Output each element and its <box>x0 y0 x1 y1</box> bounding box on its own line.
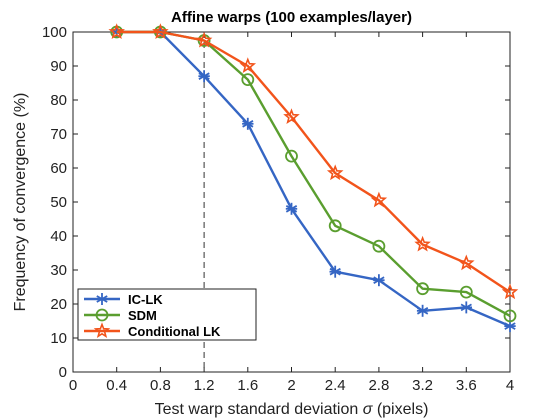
data-point-sdm <box>416 282 430 296</box>
x-tick-label: 4 <box>506 377 514 394</box>
series-line-sdm <box>116 30 511 317</box>
y-tick-label: 20 <box>50 296 67 313</box>
x-tick-label: 0 <box>69 377 77 394</box>
y-tick-label: 90 <box>50 58 67 75</box>
data-point-sdm <box>503 309 517 323</box>
y-axis: 0 10 20 30 40 50 60 70 80 90 100 <box>42 24 510 381</box>
y-tick-label: 100 <box>42 24 67 41</box>
chart-title: Affine warps (100 examples/layer) <box>171 9 412 26</box>
x-tick-label: 0.4 <box>106 377 127 394</box>
y-tick-label: 70 <box>50 126 67 143</box>
x-tick-label: 1.2 <box>194 377 215 394</box>
data-point-sdm <box>285 149 298 163</box>
data-point-conditional-lk <box>195 31 213 48</box>
x-tick-label: 2.8 <box>368 377 389 394</box>
series-layer <box>108 23 519 333</box>
legend-label: IC-LK <box>128 292 163 307</box>
data-point-conditional-lk <box>152 23 169 40</box>
legend-item-conditional-lk: Conditional LK <box>84 322 221 339</box>
y-tick-label: 10 <box>50 330 67 347</box>
data-point-sdm <box>459 285 473 299</box>
x-tick-label: 2 <box>287 377 295 394</box>
data-point-conditional-lk <box>239 57 257 74</box>
legend-marker <box>93 322 111 339</box>
series-conditional-lk <box>108 23 519 300</box>
data-point-conditional-lk <box>370 191 388 208</box>
legend-item-ic-lk: IC-LK <box>84 292 163 307</box>
data-point-ic-lk <box>198 70 210 83</box>
data-point-ic-lk <box>285 202 298 215</box>
series-sdm <box>110 25 517 323</box>
series-ic-lk <box>111 26 516 333</box>
y-tick-label: 0 <box>59 364 67 381</box>
data-point-conditional-lk <box>283 108 300 125</box>
data-point-sdm <box>328 219 342 233</box>
y-axis-label: Frequency of convergence (%) <box>12 93 29 312</box>
x-axis-label-prefix: Test warp standard deviation <box>155 401 359 418</box>
data-point-sdm <box>372 239 386 253</box>
legend-marker <box>96 293 108 305</box>
data-point-conditional-lk <box>414 235 431 252</box>
data-point-conditional-lk <box>501 283 519 300</box>
legend-item-sdm: SDM <box>84 308 157 323</box>
data-point-conditional-lk <box>458 254 475 271</box>
data-point-ic-lk <box>460 301 472 314</box>
legend-label: SDM <box>128 308 157 323</box>
x-axis-label: Test warp standard deviation σ (pixels) <box>155 401 429 418</box>
x-axis-label-sigma: σ <box>363 401 374 418</box>
data-point-ic-lk <box>242 117 254 130</box>
legend-label: Conditional LK <box>128 324 221 339</box>
x-axis-label-suffix: (pixels) <box>377 401 429 418</box>
x-tick-label: 3.6 <box>456 377 477 394</box>
y-tick-label: 30 <box>50 262 67 279</box>
data-point-ic-lk <box>373 274 385 287</box>
x-tick-label: 2.4 <box>325 377 346 394</box>
x-tick-label: 3.2 <box>412 377 433 394</box>
legend-marker <box>95 308 109 322</box>
x-tick-label: 1.6 <box>237 377 258 394</box>
data-point-ic-lk <box>329 265 341 278</box>
y-tick-label: 60 <box>50 160 67 177</box>
data-point-conditional-lk <box>326 164 344 181</box>
y-tick-label: 40 <box>50 228 67 245</box>
data-point-ic-lk <box>416 304 429 317</box>
series-line-conditional-lk <box>116 30 511 294</box>
y-tick-label: 50 <box>50 194 67 211</box>
series-line-ic-lk <box>116 30 511 328</box>
data-point-sdm <box>241 73 255 86</box>
data-point-conditional-lk <box>108 23 125 40</box>
y-tick-label: 80 <box>50 92 67 109</box>
x-tick-label: 0.8 <box>150 377 171 394</box>
